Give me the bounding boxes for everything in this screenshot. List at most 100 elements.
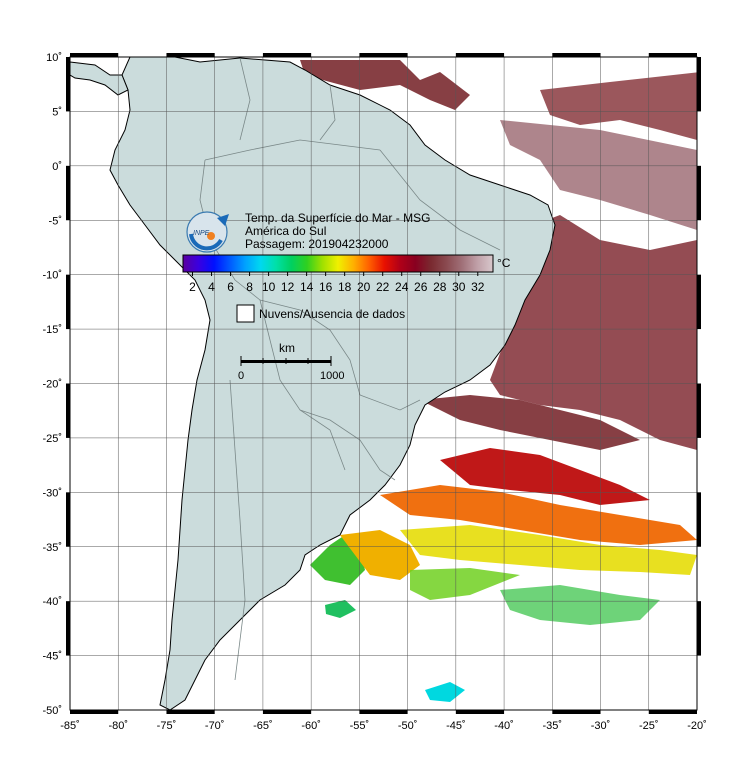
- no-data-label: Nuvens/Ausencia de dados: [259, 307, 405, 321]
- latitude-label: -45˚: [42, 651, 62, 663]
- frame-segment: [648, 710, 697, 714]
- frame-segment: [697, 165, 701, 221]
- sst-patch-southeast-green: [500, 585, 660, 625]
- logo-arc: [189, 233, 223, 251]
- logo-text: INPE: [193, 230, 210, 237]
- sst-patch-malvinas: [325, 600, 356, 618]
- colorbar-tick-label: 16: [319, 280, 333, 294]
- longitude-label: -65˚: [253, 720, 273, 732]
- colorbar-tick-label: 20: [357, 280, 371, 294]
- sst-patch-northeast: [540, 72, 697, 140]
- border-line: [359, 394, 421, 411]
- colorbar: [182, 254, 494, 273]
- sst-patch-confluence-yellow: [400, 525, 697, 575]
- legend: INPE Temp. da Superfície do Mar - MSG Am…: [182, 211, 511, 382]
- frame-segment: [359, 710, 408, 714]
- colorbar-tick-label: 6: [227, 280, 234, 294]
- colorbar-tick-label: 10: [262, 280, 276, 294]
- colorbar-tick-label: 32: [471, 280, 485, 294]
- frame-segment: [70, 53, 119, 57]
- sst-patch-confluence-red: [440, 448, 650, 505]
- scale-unit: km: [279, 341, 295, 355]
- border-line: [239, 57, 251, 141]
- sst-patch-plata-yellow: [340, 530, 420, 580]
- colorbar-tick-label: 24: [395, 280, 409, 294]
- frame-segment: [166, 53, 215, 57]
- latitude-label: -20˚: [42, 379, 62, 391]
- border-line: [229, 379, 246, 681]
- map-region: América do Sul: [245, 224, 326, 238]
- sst-layer: [300, 60, 697, 702]
- frame-segment: [66, 383, 70, 438]
- latitude-label: -40˚: [42, 596, 62, 608]
- sst-patch-equatorial: [500, 120, 697, 230]
- latitude-label: 0˚: [52, 161, 62, 173]
- longitude-label: -30˚: [591, 720, 611, 732]
- frame-segment: [66, 165, 70, 221]
- latitude-label: -15˚: [42, 324, 62, 336]
- longitude-label: -75˚: [157, 720, 177, 732]
- frame-segment: [66, 601, 70, 656]
- logo-arrow: [217, 214, 229, 226]
- longitude-label: -80˚: [108, 720, 128, 732]
- sst-patch-argentine-green: [410, 568, 520, 600]
- longitude-label: -85˚: [60, 720, 80, 732]
- border-line: [204, 139, 381, 161]
- longitude-label: -45˚: [446, 720, 466, 732]
- latitude-label: -5˚: [49, 215, 62, 227]
- longitude-label: -55˚: [350, 720, 370, 732]
- longitude-label: -70˚: [205, 720, 225, 732]
- longitude-label: -20˚: [687, 720, 707, 732]
- frame-segment: [697, 383, 701, 438]
- frame-segment: [262, 53, 312, 57]
- logo-dot: [207, 232, 215, 240]
- colorbar-tick-label: 28: [433, 280, 447, 294]
- sst-patch-brazil-current: [420, 395, 640, 450]
- latitude-label: -25˚: [42, 433, 62, 445]
- map-title: Temp. da Superfície do Mar - MSG: [245, 211, 430, 225]
- frame-segment: [697, 492, 701, 547]
- latitude-label: -35˚: [42, 542, 62, 554]
- border-line: [299, 409, 396, 481]
- colorbar-ticks: 2 4 6 8 10 12 14 16 18 20 22 24 26 28 30 32: [189, 272, 485, 294]
- sst-patch-south-cyan: [425, 682, 465, 702]
- latitude-label: -30˚: [42, 487, 62, 499]
- longitude-label: -40˚: [494, 720, 514, 732]
- latitude-label: -10˚: [42, 270, 62, 282]
- frame-segment: [66, 492, 70, 547]
- sst-patch-south-atlantic: [490, 215, 697, 450]
- latitude-label: 5˚: [52, 106, 62, 118]
- pass-label: Passagem: 201904232000: [245, 237, 389, 251]
- border-line: [319, 84, 336, 141]
- frame-segment: [697, 57, 701, 112]
- frame-segment: [648, 53, 697, 57]
- sst-patch-north-atlantic: [300, 60, 470, 110]
- latitude-labels: 10˚ 5˚ 0˚ -5˚ -10˚ -15˚ -20˚ -25˚ -30˚ -35˚ -40˚ -4…: [42, 52, 62, 717]
- scale-end: 1000: [320, 370, 344, 382]
- logo-circle: [186, 211, 228, 253]
- no-data-swatch: [236, 304, 255, 323]
- border-line: [259, 299, 346, 471]
- colorbar-unit: °C: [497, 256, 511, 270]
- frame-segment: [455, 710, 505, 714]
- longitude-label: -60˚: [301, 720, 321, 732]
- frame-segment: [697, 601, 701, 656]
- colorbar-tick-label: 2: [189, 280, 196, 294]
- frame-segment: [66, 57, 70, 112]
- border-line: [379, 149, 501, 251]
- colorbar-tick-label: 18: [338, 280, 352, 294]
- longitude-label: -50˚: [398, 720, 418, 732]
- sst-patch-confluence-orange: [380, 485, 697, 545]
- latitude-label: 10˚: [46, 52, 62, 64]
- longitude-label: -35˚: [543, 720, 563, 732]
- colorbar-tick-label: 8: [246, 280, 253, 294]
- latitude-label: -50˚: [42, 705, 62, 717]
- frame-ticks: [66, 53, 701, 714]
- frame-segment: [552, 53, 601, 57]
- colorbar-tick-label: 14: [300, 280, 314, 294]
- frame-segment: [70, 710, 119, 714]
- colorbar-tick-label: 22: [376, 280, 390, 294]
- country-borders: [199, 57, 501, 681]
- frame-segment: [66, 274, 70, 330]
